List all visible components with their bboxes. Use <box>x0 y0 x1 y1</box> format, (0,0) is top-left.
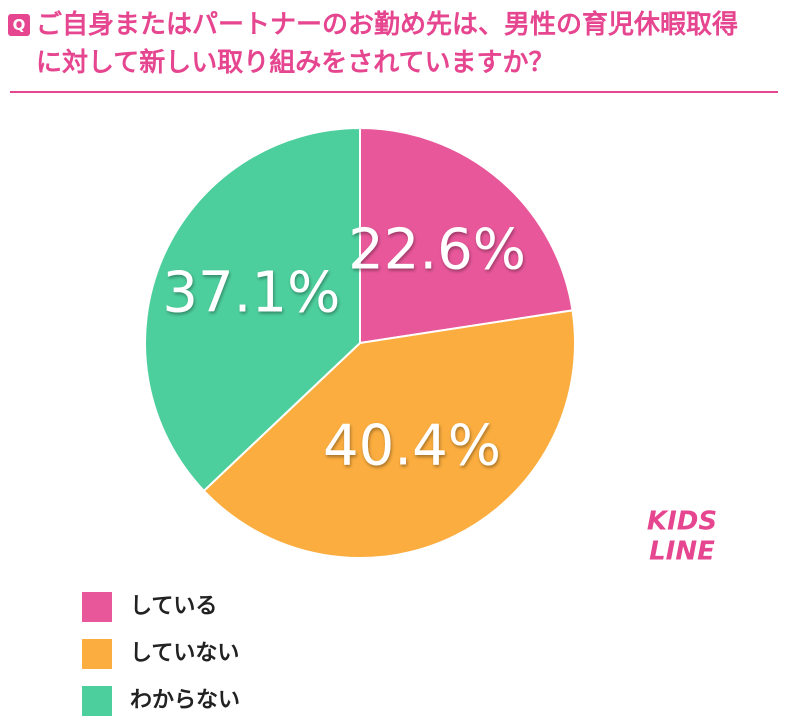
value-label: 22.6% <box>348 217 526 282</box>
value-label: 37.1% <box>162 260 340 325</box>
legend-swatch <box>82 592 112 622</box>
legend-label: していない <box>130 641 239 666</box>
legend-label: している <box>130 594 217 619</box>
pie-slice <box>359 126 574 345</box>
value-label: 40.4% <box>323 413 501 478</box>
header-rule <box>10 91 778 93</box>
logo-text: KIDS <box>647 507 717 537</box>
pie-slice <box>144 126 361 493</box>
chart-title: ご自身またはパートナーのお勤め先は、男性の育児休暇取得に対して新しい取り組みをさ… <box>36 10 739 78</box>
legend-swatch <box>82 686 112 716</box>
legend-swatch <box>82 639 112 669</box>
legend-label: わからない <box>130 688 240 713</box>
pie-slice <box>202 309 576 559</box>
logo-text: LINE <box>649 537 715 567</box>
question-badge: Q <box>8 14 30 36</box>
